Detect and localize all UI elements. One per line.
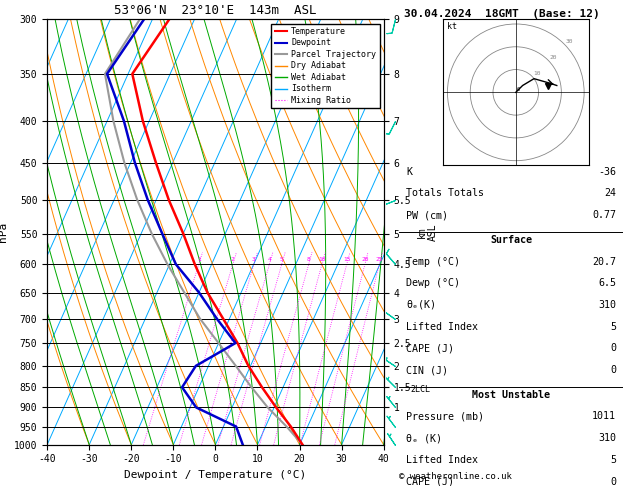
Text: 15: 15 (343, 257, 350, 262)
Text: 20.7: 20.7 (592, 257, 616, 266)
Text: 0: 0 (610, 365, 616, 375)
Text: kt: kt (447, 21, 457, 31)
Title: 53°06'N  23°10'E  143m  ASL: 53°06'N 23°10'E 143m ASL (114, 4, 316, 17)
Text: 24: 24 (604, 189, 616, 198)
Text: -36: -36 (598, 167, 616, 177)
Text: 310: 310 (598, 300, 616, 310)
Text: 5: 5 (610, 322, 616, 331)
Text: 20: 20 (549, 55, 557, 60)
Text: Lifted Index: Lifted Index (406, 322, 478, 331)
Legend: Temperature, Dewpoint, Parcel Trajectory, Dry Adiabat, Wet Adiabat, Isotherm, Mi: Temperature, Dewpoint, Parcel Trajectory… (271, 24, 379, 108)
Text: 1011: 1011 (592, 412, 616, 421)
Text: 30.04.2024  18GMT  (Base: 12): 30.04.2024 18GMT (Base: 12) (404, 9, 600, 19)
Text: Surface: Surface (490, 235, 532, 245)
Text: CIN (J): CIN (J) (406, 365, 448, 375)
Text: © weatheronline.co.uk: © weatheronline.co.uk (399, 472, 512, 481)
Text: 4: 4 (267, 257, 271, 262)
Y-axis label: km
ASL: km ASL (416, 223, 438, 241)
Text: Pressure (mb): Pressure (mb) (406, 412, 484, 421)
Text: Most Unstable: Most Unstable (472, 390, 550, 399)
Text: 30: 30 (565, 39, 573, 44)
Text: CAPE (J): CAPE (J) (406, 476, 454, 486)
Text: 0: 0 (610, 476, 616, 486)
Text: 10: 10 (533, 71, 540, 76)
Text: Dewp (°C): Dewp (°C) (406, 278, 460, 288)
Text: 0: 0 (610, 343, 616, 353)
Y-axis label: hPa: hPa (0, 222, 8, 242)
Text: K: K (406, 167, 412, 177)
Text: 1: 1 (197, 257, 201, 262)
Text: 3: 3 (252, 257, 256, 262)
Text: Lifted Index: Lifted Index (406, 455, 478, 465)
Text: 0.77: 0.77 (592, 210, 616, 220)
Text: 5: 5 (610, 455, 616, 465)
Text: θₑ (K): θₑ (K) (406, 433, 442, 443)
Text: 2LCL: 2LCL (411, 385, 431, 394)
Text: θₑ(K): θₑ(K) (406, 300, 436, 310)
Text: 310: 310 (598, 433, 616, 443)
Text: Totals Totals: Totals Totals (406, 189, 484, 198)
Text: PW (cm): PW (cm) (406, 210, 448, 220)
Text: 5: 5 (280, 257, 284, 262)
Text: Temp (°C): Temp (°C) (406, 257, 460, 266)
Text: 0: 0 (517, 87, 520, 92)
Text: 20: 20 (361, 257, 369, 262)
Text: 25: 25 (376, 257, 383, 262)
Text: CAPE (J): CAPE (J) (406, 343, 454, 353)
Text: 8: 8 (307, 257, 311, 262)
X-axis label: Dewpoint / Temperature (°C): Dewpoint / Temperature (°C) (125, 470, 306, 480)
Text: 6.5: 6.5 (598, 278, 616, 288)
Text: 2: 2 (231, 257, 235, 262)
Text: 10: 10 (318, 257, 326, 262)
